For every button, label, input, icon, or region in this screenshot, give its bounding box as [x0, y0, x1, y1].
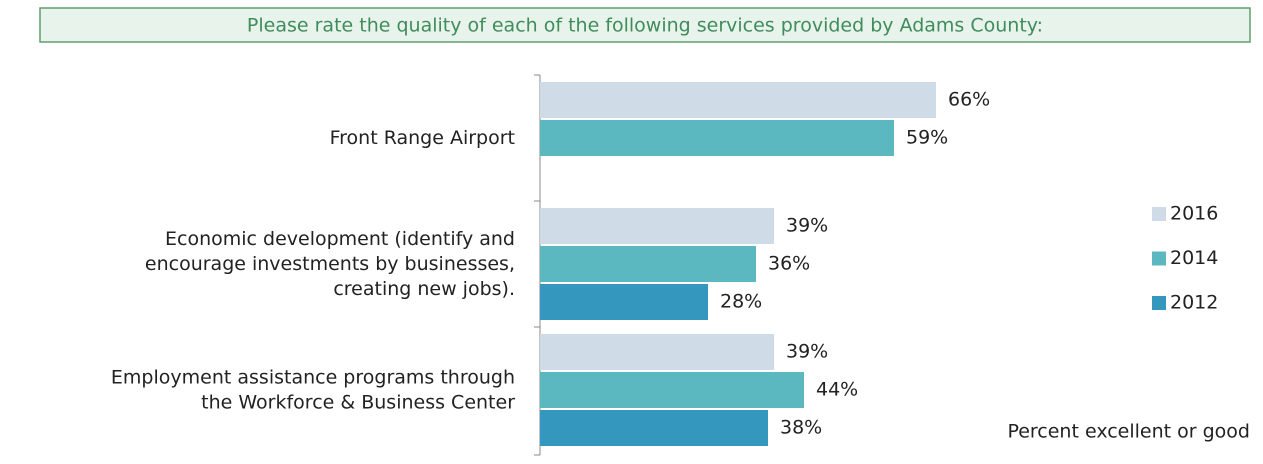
legend-label: 2014 [1170, 247, 1218, 269]
category-label: Front Range Airport [330, 127, 515, 149]
value-label: 66% [948, 89, 990, 111]
bar [540, 284, 708, 320]
legend-swatch [1152, 296, 1166, 310]
value-label: 39% [786, 215, 828, 237]
value-label: 59% [906, 127, 948, 149]
legend-label: 2016 [1170, 203, 1218, 225]
bar [540, 372, 804, 408]
bar [540, 246, 756, 282]
bar [540, 334, 774, 370]
category-label: Economic development (identify and encour… [145, 228, 515, 300]
legend-swatch [1152, 207, 1166, 221]
bar [540, 120, 894, 156]
bar [540, 82, 936, 118]
value-label: 39% [786, 341, 828, 363]
bar [540, 410, 768, 446]
annotation: Percent excellent or good [1007, 421, 1250, 443]
legend-swatch [1152, 251, 1166, 266]
value-label: 36% [768, 253, 810, 275]
value-label: 38% [780, 417, 822, 439]
value-label: 44% [816, 379, 858, 401]
chart-title: Please rate the quality of each of the f… [247, 15, 1043, 37]
title-box [39, 7, 1251, 43]
legend-label: 2012 [1170, 292, 1218, 314]
bar [540, 208, 774, 244]
category-label: Employment assistance programs through th… [111, 366, 515, 413]
value-label: 28% [720, 291, 762, 313]
